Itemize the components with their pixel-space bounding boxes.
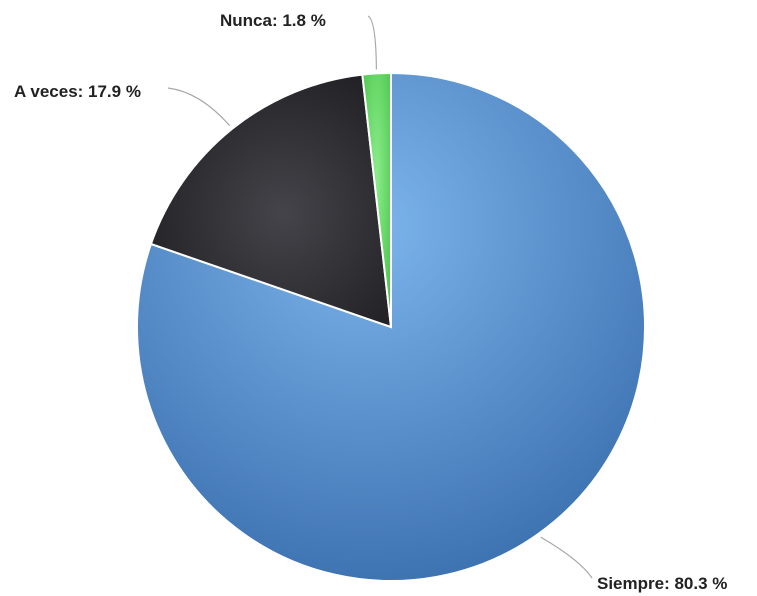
leader-line-siempre — [540, 536, 593, 579]
label-nunca: Nunca: 1.8 % — [220, 11, 326, 30]
leader-line-a-veces — [167, 87, 231, 126]
leader-lines — [167, 15, 593, 579]
label-siempre: Siempre: 80.3 % — [597, 574, 727, 593]
data-labels: Siempre: 80.3 % A veces: 17.9 % Nunca: 1… — [14, 11, 727, 593]
pie-slices — [136, 71, 646, 582]
label-a-veces: A veces: 17.9 % — [14, 82, 141, 101]
slice-nunca — [361, 71, 392, 328]
slice-a-veces — [149, 73, 393, 329]
leader-line-nunca — [367, 15, 377, 70]
